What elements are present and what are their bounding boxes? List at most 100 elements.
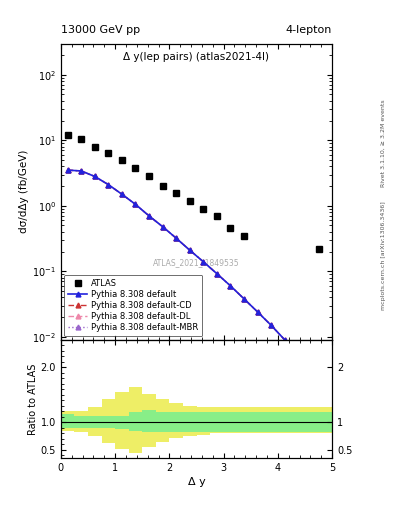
Pythia 8.308 default-CD [296,348,301,354]
Bar [237,407,251,434]
Pythia 8.308 default-MBR [106,182,111,188]
Bar [88,407,101,436]
Pythia 8.308 default-MBR [269,322,274,328]
Pythia 8.308 default [92,174,97,180]
Pythia 8.308 default-DL [309,360,314,366]
Pythia 8.308 default [215,270,219,276]
Pythia 8.308 default-MBR [323,368,328,374]
Pythia 8.308 default-MBR [228,283,233,289]
ATLAS [316,246,321,252]
Bar [183,406,196,436]
Pythia 8.308 default-CD [201,259,206,265]
Bar [101,399,115,443]
Pythia 8.308 default [106,182,111,188]
Text: Δ y(lep pairs) (atlas2021-4l): Δ y(lep pairs) (atlas2021-4l) [123,52,270,62]
ATLAS [119,157,124,163]
Pythia 8.308 default-DL [296,348,301,354]
Pythia 8.308 default-DL [174,235,178,241]
Bar [115,392,129,449]
Pythia 8.308 default-DL [269,322,274,328]
Pythia 8.308 default-DL [106,182,111,188]
Pythia 8.308 default-MBR [215,270,219,276]
Pythia 8.308 default-MBR [201,259,206,265]
Pythia 8.308 default-MBR [282,337,287,343]
Pythia 8.308 default-DL [65,167,70,173]
Pythia 8.308 default-DL [242,296,246,302]
Pythia 8.308 default [174,235,178,241]
Bar [156,399,169,442]
ATLAS [242,232,246,239]
Pythia 8.308 default-DL [92,174,97,180]
Bar [115,416,129,429]
ATLAS [174,190,178,197]
ATLAS [79,136,84,142]
Pythia 8.308 default [242,296,246,302]
Pythia 8.308 default-CD [269,322,274,328]
Bar [129,387,142,453]
Pythia 8.308 default-MBR [242,296,246,302]
Bar [142,410,156,432]
Legend: ATLAS, Pythia 8.308 default, Pythia 8.308 default-CD, Pythia 8.308 default-DL, P: ATLAS, Pythia 8.308 default, Pythia 8.30… [64,275,202,336]
Line: ATLAS: ATLAS [64,132,321,252]
Pythia 8.308 default [269,322,274,328]
Pythia 8.308 default-DL [201,259,206,265]
Text: 13000 GeV pp: 13000 GeV pp [61,25,140,35]
Pythia 8.308 default-MBR [296,348,301,354]
Pythia 8.308 default-DL [119,191,124,197]
Pythia 8.308 default [255,309,260,315]
Bar [101,416,115,428]
Bar [129,413,142,431]
Pythia 8.308 default-MBR [119,191,124,197]
Bar [224,413,237,432]
Pythia 8.308 default-CD [92,174,97,180]
Pythia 8.308 default [309,360,314,366]
Pythia 8.308 default-MBR [255,309,260,315]
Pythia 8.308 default-CD [174,235,178,241]
Bar [251,413,332,432]
Bar [169,413,183,432]
Line: Pythia 8.308 default-MBR: Pythia 8.308 default-MBR [65,168,328,373]
Pythia 8.308 default-MBR [160,224,165,230]
ATLAS [187,198,192,204]
Pythia 8.308 default-DL [79,168,84,174]
ATLAS [201,206,206,212]
ATLAS [160,183,165,189]
Text: Rivet 3.1.10, ≥ 3.2M events: Rivet 3.1.10, ≥ 3.2M events [381,99,386,187]
Y-axis label: dσ/dΔy (fb/GeV): dσ/dΔy (fb/GeV) [19,150,29,233]
Pythia 8.308 default-DL [133,201,138,207]
Bar [237,413,251,432]
Bar [183,413,196,432]
Bar [224,407,237,434]
Pythia 8.308 default-CD [282,337,287,343]
Bar [210,413,224,432]
Pythia 8.308 default-DL [215,270,219,276]
Pythia 8.308 default-MBR [187,247,192,253]
Bar [61,412,75,431]
Pythia 8.308 default [296,348,301,354]
Pythia 8.308 default-DL [147,213,151,219]
Bar [169,403,183,438]
Pythia 8.308 default-CD [323,368,328,374]
Pythia 8.308 default [79,168,84,174]
Pythia 8.308 default-MBR [79,168,84,174]
Pythia 8.308 default-MBR [65,167,70,173]
Pythia 8.308 default-MBR [309,360,314,366]
ATLAS [92,143,97,150]
Bar [142,394,156,447]
Pythia 8.308 default-CD [106,182,111,188]
Text: ATLAS_2021_I1849535: ATLAS_2021_I1849535 [153,258,240,267]
Pythia 8.308 default-CD [160,224,165,230]
Bar [75,412,88,432]
Line: Pythia 8.308 default: Pythia 8.308 default [65,168,328,373]
Text: mcplots.cern.ch [arXiv:1306.3436]: mcplots.cern.ch [arXiv:1306.3436] [381,202,386,310]
Pythia 8.308 default-CD [133,201,138,207]
Pythia 8.308 default [282,337,287,343]
Pythia 8.308 default-CD [79,168,84,174]
Bar [196,413,210,432]
Pythia 8.308 default-CD [147,213,151,219]
Pythia 8.308 default [228,283,233,289]
Y-axis label: Ratio to ATLAS: Ratio to ATLAS [28,364,38,435]
Pythia 8.308 default-MBR [174,235,178,241]
ATLAS [147,174,151,180]
Pythia 8.308 default [187,247,192,253]
